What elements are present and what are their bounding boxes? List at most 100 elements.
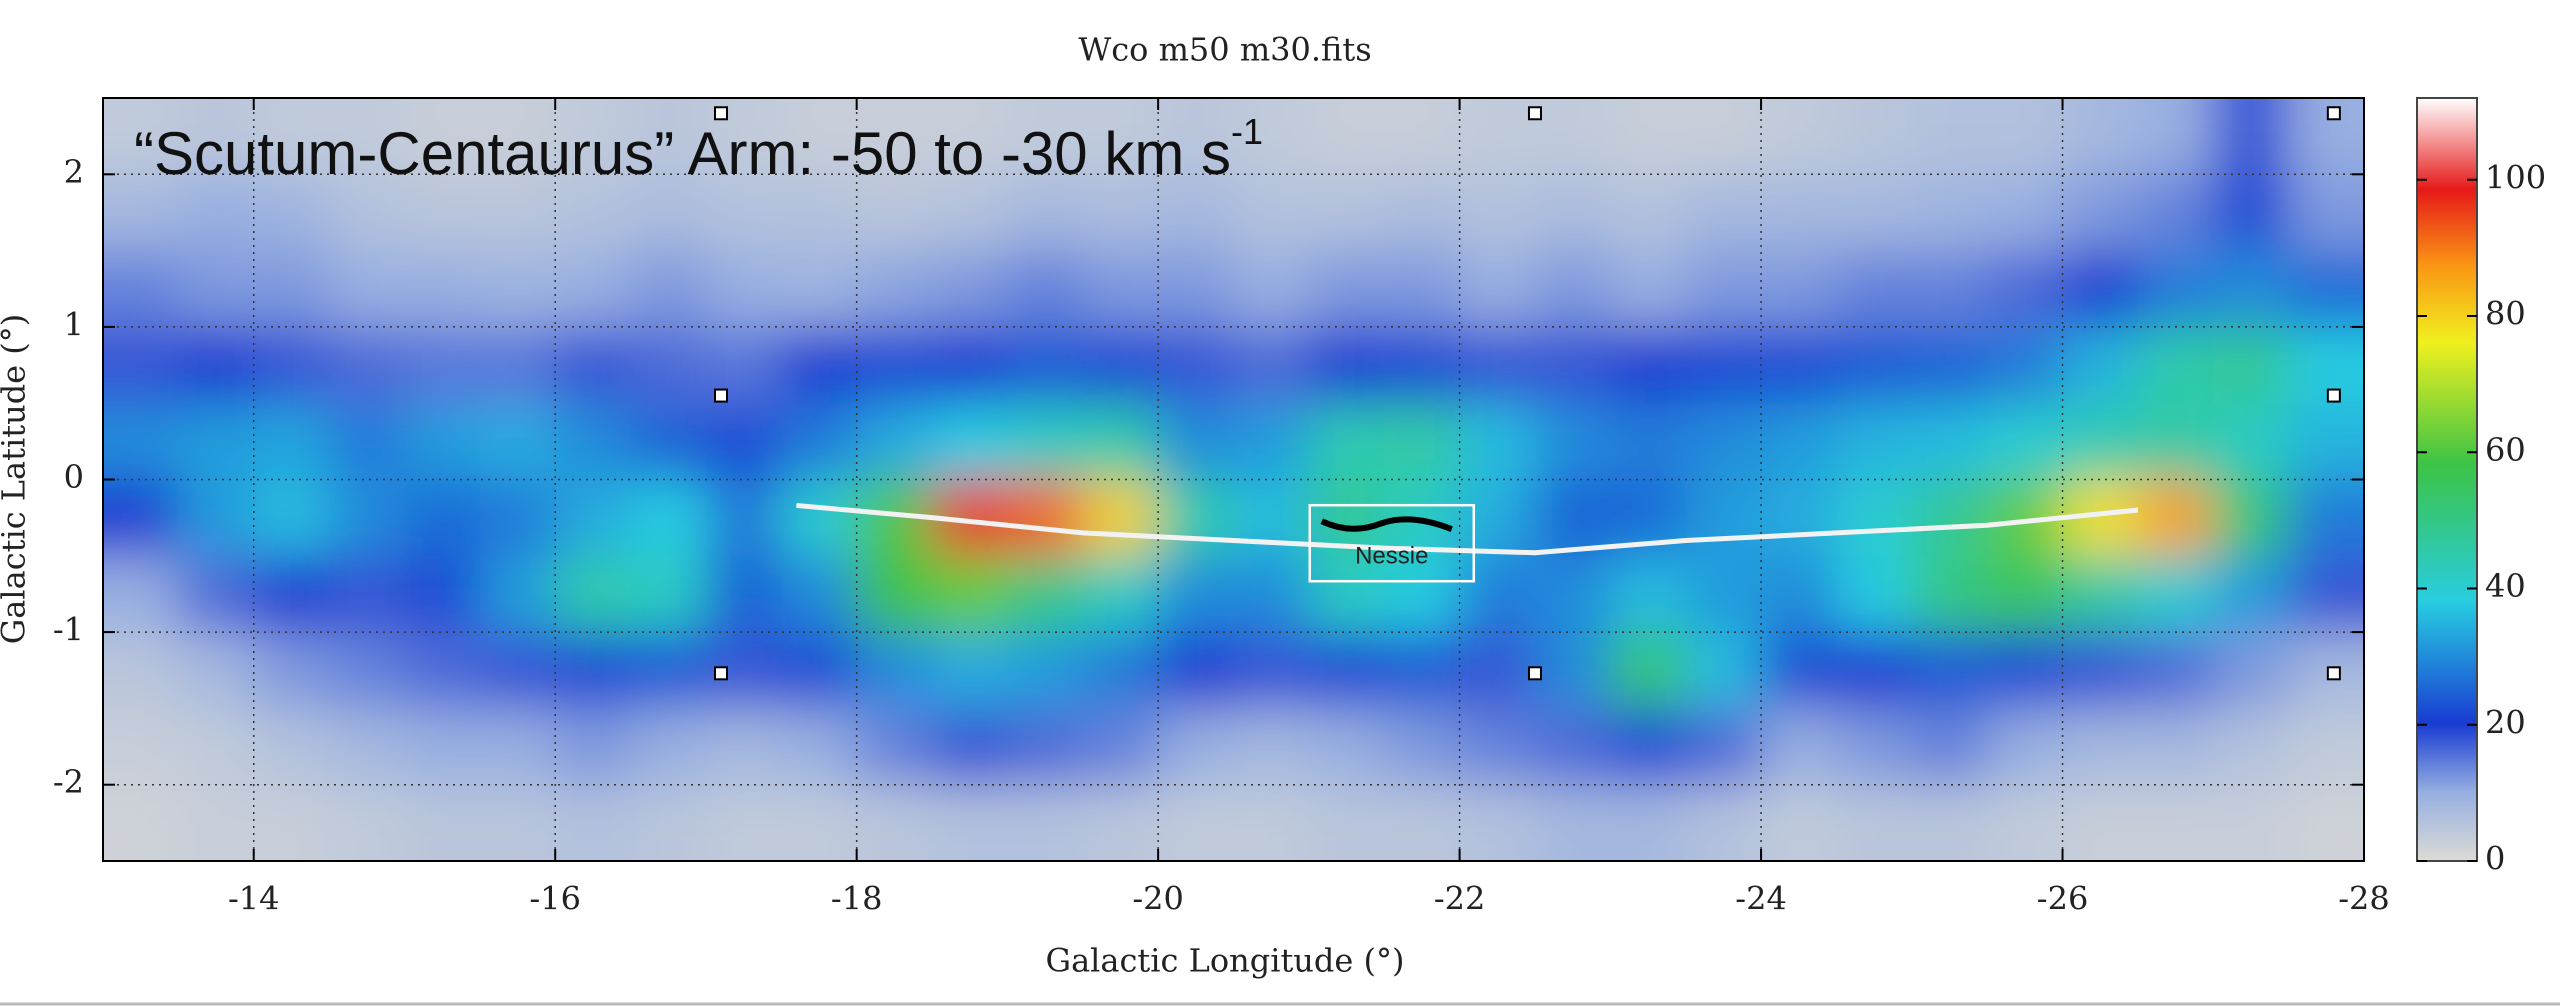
heat-cell — [630, 250, 707, 328]
heat-cell — [1384, 174, 1461, 252]
heat-cell — [1610, 555, 1687, 633]
heat-cell — [103, 479, 179, 557]
y-tick-label: 2 — [64, 153, 84, 191]
heat-cell — [103, 326, 179, 404]
heat-cell — [1987, 326, 2064, 404]
heat-cell — [1459, 250, 1536, 328]
heat-cell — [1836, 326, 1913, 404]
heat-cell — [2137, 250, 2214, 328]
heat-cell — [856, 98, 933, 175]
heat-cell — [1007, 326, 1084, 404]
nessie-label: Nessie — [1355, 543, 1428, 570]
heat-cell — [1158, 250, 1234, 328]
heat-cell — [479, 479, 556, 557]
colorbar — [2416, 97, 2478, 862]
annotation: “Scutum-Centaurus” Arm: -50 to -30 km s-… — [134, 111, 1263, 187]
y-tick-label: -2 — [53, 763, 84, 801]
heat-cell — [932, 555, 1008, 633]
heat-cell — [555, 250, 632, 328]
heat-cell — [329, 250, 405, 328]
heat-cell — [404, 326, 481, 404]
heat-cell — [1911, 326, 1988, 404]
heat-cell — [1007, 250, 1084, 328]
heat-cell — [404, 784, 481, 861]
heat-cell — [1911, 403, 1988, 480]
heat-cell — [1836, 250, 1913, 328]
heat-cell — [1534, 555, 1611, 633]
heat-cell — [1911, 250, 1988, 328]
heat-cell — [2137, 479, 2214, 557]
heat-cell — [1685, 98, 1762, 175]
heat-cell — [1158, 174, 1234, 252]
heat-cell — [1911, 632, 1988, 709]
heat-cell — [103, 98, 179, 175]
heat-cell — [630, 98, 707, 175]
ridge-line — [796, 502, 2139, 556]
heat-cell — [1610, 403, 1687, 480]
heat-cell — [1987, 174, 2064, 252]
heat-cell — [1836, 479, 1913, 557]
heat-cell — [2288, 708, 2364, 786]
heat-cell — [856, 555, 933, 633]
heat-cell — [1534, 98, 1611, 175]
heat-cell — [1610, 708, 1687, 786]
heat-cell — [1308, 632, 1385, 709]
heat-cell — [781, 250, 858, 328]
heat-cell — [2062, 250, 2139, 328]
heat-cell — [1761, 555, 1837, 633]
heat-cell — [1610, 632, 1687, 709]
heat-cell — [2213, 784, 2290, 861]
heat-cell — [404, 632, 481, 709]
marker — [714, 106, 729, 121]
heat-cell — [1534, 250, 1611, 328]
heat-cell — [2288, 326, 2364, 404]
heat-cell — [1761, 403, 1837, 480]
heat-cell — [1384, 555, 1461, 633]
heat-cell — [2137, 174, 2214, 252]
heat-cell — [1761, 632, 1837, 709]
heat-cell — [2288, 632, 2364, 709]
heat-cell — [103, 784, 179, 861]
heat-cell — [630, 555, 707, 633]
heat-cell — [1610, 784, 1687, 861]
heat-cell — [178, 784, 255, 861]
x-tick-label: -20 — [1132, 880, 1184, 918]
heat-cell — [253, 708, 330, 786]
heat-cell — [1685, 250, 1762, 328]
heat-cell — [2137, 555, 2214, 633]
heat-cell — [1534, 326, 1611, 404]
heat-cell — [1233, 632, 1310, 709]
heat-cell — [2137, 632, 2214, 709]
label-box — [1308, 503, 1476, 583]
heat-cell — [2062, 326, 2139, 404]
heat-cell — [2062, 632, 2139, 709]
heat-cell — [1384, 403, 1461, 480]
heat-cell — [1082, 174, 1159, 252]
heat-cell — [253, 174, 330, 252]
heat-cell — [1384, 326, 1461, 404]
heat-cell — [178, 98, 255, 175]
heat-cell — [1007, 479, 1084, 557]
heat-cell — [1534, 784, 1611, 861]
heat-cell — [1007, 784, 1084, 861]
heat-cell — [1082, 708, 1159, 786]
heat-cell — [1685, 632, 1762, 709]
heat-cell — [1534, 632, 1611, 709]
heat-cell — [2288, 784, 2364, 861]
heat-cell — [479, 326, 556, 404]
heat-cell — [2062, 98, 2139, 175]
heat-cell — [1685, 555, 1762, 633]
heat-cell — [1158, 326, 1234, 404]
heat-cell — [856, 174, 933, 252]
heat-cell — [1007, 403, 1084, 480]
heat-cell — [253, 479, 330, 557]
marker — [2326, 666, 2341, 681]
heat-cell — [1459, 326, 1536, 404]
heat-cell — [1761, 479, 1837, 557]
heat-cell — [2213, 403, 2290, 480]
x-tick-label: -26 — [2037, 880, 2089, 918]
heat-cell — [1685, 784, 1762, 861]
heat-cell — [178, 174, 255, 252]
heat-cell — [2062, 784, 2139, 861]
annotation-text: “Scutum-Centaurus” Arm: -50 to -30 km s — [134, 120, 1231, 187]
